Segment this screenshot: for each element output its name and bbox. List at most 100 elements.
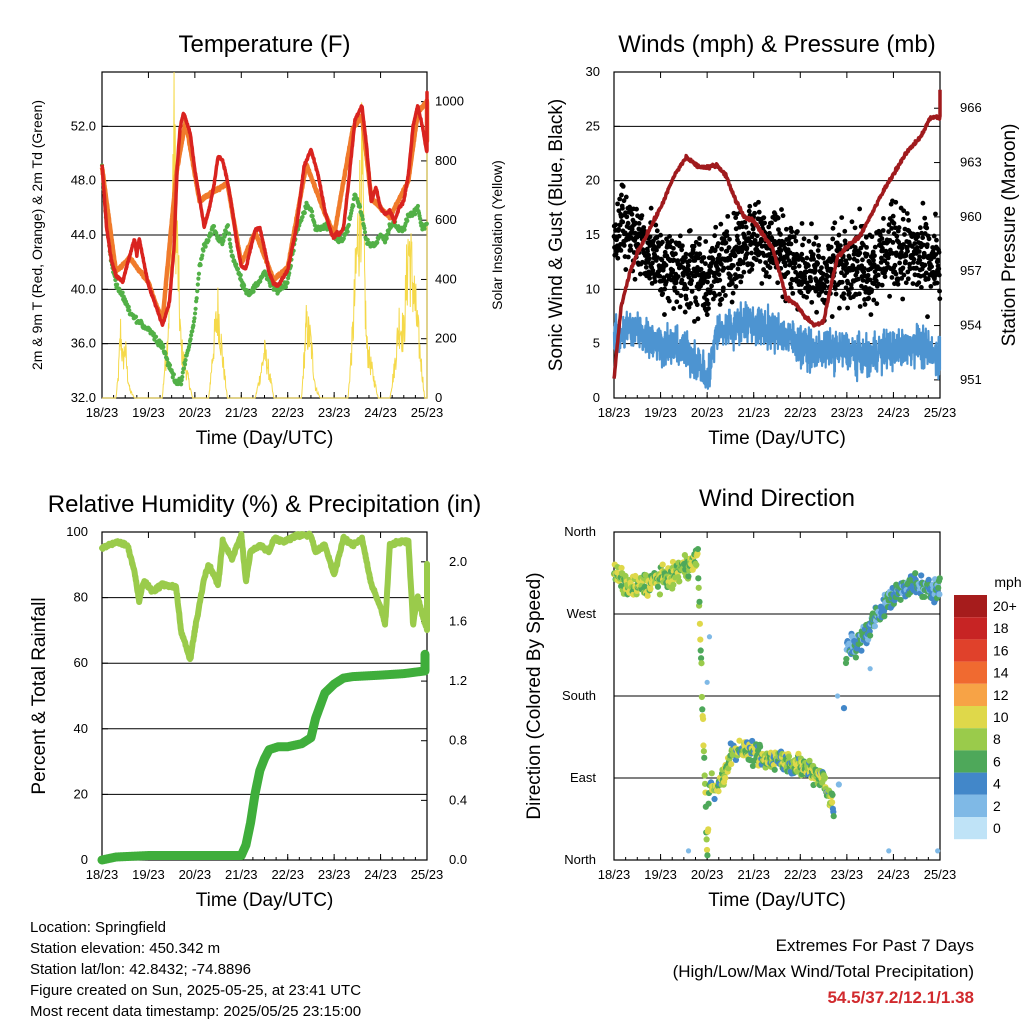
dewpoint-point xyxy=(362,230,368,235)
gust-point xyxy=(616,226,622,232)
gust-point xyxy=(892,262,898,268)
gust-point xyxy=(875,272,881,278)
x-tick-label: 21/23 xyxy=(737,405,770,420)
y-tick-label: 52.0 xyxy=(71,118,96,133)
gust-point xyxy=(735,266,741,272)
x-tick-label: 23/23 xyxy=(318,405,351,420)
gust-point xyxy=(842,238,848,244)
gust-point xyxy=(749,266,755,272)
gust-point xyxy=(695,316,701,322)
gust-point xyxy=(792,265,797,270)
extremes-values: 54.5/37.2/12.1/1.38 xyxy=(827,988,974,1007)
legend-swatch xyxy=(954,683,987,706)
gust-point xyxy=(798,290,804,296)
direction-point xyxy=(685,848,692,854)
gust-point xyxy=(703,239,709,244)
gust-point xyxy=(650,268,656,273)
gust-point xyxy=(692,318,697,324)
x-tick-label: 23/23 xyxy=(831,405,864,420)
gust-point xyxy=(680,265,686,270)
gust-point xyxy=(707,287,713,293)
gust-point xyxy=(852,225,858,231)
direction-point xyxy=(867,666,873,672)
dewpoint-point xyxy=(192,316,197,321)
dewpoint-point xyxy=(346,222,351,228)
gust-point xyxy=(629,211,635,217)
gust-point xyxy=(886,229,891,235)
gust-point xyxy=(625,220,631,226)
gust-point xyxy=(860,277,866,283)
direction-point xyxy=(654,583,662,590)
legend-label: 0 xyxy=(993,820,1001,836)
gust-point xyxy=(749,250,754,256)
gust-point xyxy=(616,233,622,239)
dewpoint-point xyxy=(127,308,132,313)
dewpoint-point xyxy=(153,334,159,339)
gust-point xyxy=(886,222,892,228)
direction-point xyxy=(871,623,878,630)
direction-point xyxy=(756,743,764,750)
direction-point xyxy=(703,846,711,854)
gust-point xyxy=(627,243,633,249)
gust-point xyxy=(936,249,942,255)
dewpoint-point xyxy=(225,223,231,228)
gust-point xyxy=(892,281,897,287)
dewpoint-point xyxy=(163,351,168,356)
dewpoint-point xyxy=(179,378,184,383)
gust-point xyxy=(865,272,871,278)
gust-point xyxy=(663,262,669,268)
gust-point xyxy=(650,260,655,266)
series-dewpoint xyxy=(99,163,429,387)
y-right-tick-label: 2.0 xyxy=(449,554,467,569)
dewpoint-point xyxy=(183,358,188,363)
gust-point xyxy=(673,280,679,286)
gust-point xyxy=(800,242,805,248)
gust-point xyxy=(912,241,918,246)
gust-point xyxy=(890,213,896,219)
gust-point xyxy=(819,265,824,271)
gust-point xyxy=(867,261,873,266)
gust-point xyxy=(747,203,753,209)
gust-point xyxy=(923,270,929,276)
x-tick-label: 25/23 xyxy=(924,867,957,882)
dewpoint-point xyxy=(351,203,356,208)
gust-point xyxy=(905,248,910,254)
gust-point xyxy=(924,225,930,231)
y-right-tick-label: 954 xyxy=(960,318,982,333)
x-axis-title: Time (Day/UTC) xyxy=(708,890,846,911)
gust-point xyxy=(925,314,930,320)
gust-point xyxy=(920,200,926,206)
gust-point xyxy=(719,246,724,252)
gust-point xyxy=(813,235,819,241)
dewpoint-point xyxy=(187,342,192,347)
gust-point xyxy=(868,312,874,318)
dewpoint-point xyxy=(180,374,185,380)
gust-point xyxy=(806,263,811,269)
gust-point xyxy=(717,277,723,283)
gust-point xyxy=(778,232,783,237)
figure-created: Figure created on Sun, 2025-05-25, at 23… xyxy=(30,982,362,999)
gust-point xyxy=(775,280,781,286)
dewpoint-point xyxy=(206,238,211,243)
gust-point xyxy=(885,255,891,261)
gust-point xyxy=(736,240,742,246)
gust-point xyxy=(839,270,844,276)
dewpoint-point xyxy=(405,218,410,223)
gust-point xyxy=(838,258,844,264)
legend-swatch xyxy=(954,817,987,840)
gust-point xyxy=(839,279,845,285)
gust-point xyxy=(613,222,619,228)
y-tick-label: 20 xyxy=(586,173,600,188)
gust-point xyxy=(674,290,680,296)
gust-point xyxy=(838,243,843,249)
gust-point xyxy=(717,291,722,297)
gust-point xyxy=(717,302,723,307)
y-right-axis-title: Station Pressure (Maroon) xyxy=(999,124,1020,347)
dewpoint-point xyxy=(126,304,131,309)
extremes-summary: Extremes For Past 7 Days (High/Low/Max W… xyxy=(673,933,974,1011)
x-tick-label: 24/23 xyxy=(877,405,910,420)
dewpoint-point xyxy=(201,248,206,253)
gust-point xyxy=(832,220,838,226)
legend-label: 14 xyxy=(993,665,1009,681)
y-right-tick-label: 800 xyxy=(435,153,457,168)
